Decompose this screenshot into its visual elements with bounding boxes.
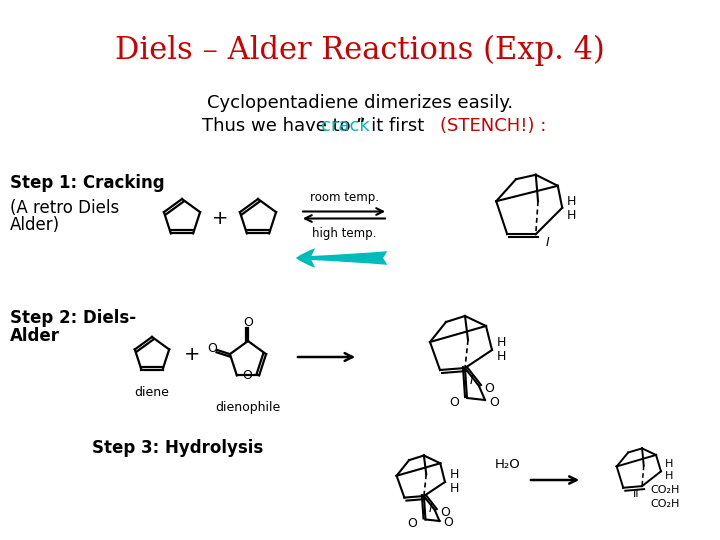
Text: ” it first: ” it first [356,117,436,135]
Text: H: H [450,468,459,481]
Text: I: I [429,502,433,515]
Text: H: H [497,335,506,348]
Text: O: O [242,369,252,382]
Text: Step 3: Hydrolysis: Step 3: Hydrolysis [92,439,264,457]
Text: H: H [497,349,506,362]
Text: Alder: Alder [10,327,60,345]
Text: O: O [489,395,499,408]
Text: Thus we have to “: Thus we have to “ [202,117,366,135]
Text: II: II [633,489,639,500]
Text: CO₂H: CO₂H [650,499,680,509]
Text: O: O [449,395,459,408]
Text: O: O [408,517,418,530]
Text: O: O [243,316,253,329]
Text: diene: diene [135,386,169,399]
Text: +: + [184,346,200,365]
Text: I: I [546,235,549,249]
Text: O: O [484,381,494,395]
Text: room temp.: room temp. [310,192,379,205]
Text: (A retro Diels: (A retro Diels [10,199,120,217]
Text: dienophile: dienophile [215,402,281,415]
Text: crack: crack [322,117,370,135]
Text: CO₂H: CO₂H [650,485,680,495]
Text: O: O [444,516,454,530]
Text: Step 1: Cracking: Step 1: Cracking [10,174,165,192]
Text: Diels – Alder Reactions (Exp. 4): Diels – Alder Reactions (Exp. 4) [115,35,605,65]
Text: high temp.: high temp. [312,226,376,240]
Text: H: H [450,482,459,495]
Text: H: H [665,471,673,481]
Text: Step 2: Diels-: Step 2: Diels- [10,309,136,327]
Text: Cyclopentadiene dimerizes easily.: Cyclopentadiene dimerizes easily. [207,94,513,112]
Text: (STENCH!) :: (STENCH!) : [441,117,547,135]
Text: O: O [440,505,450,518]
Text: H₂O: H₂O [495,457,521,470]
Text: H: H [665,460,673,469]
Text: I: I [470,374,474,387]
Text: +: + [212,208,228,227]
Text: O: O [207,342,217,355]
Text: H: H [567,195,577,208]
Text: Alder): Alder) [10,216,60,234]
Text: H: H [567,210,577,222]
